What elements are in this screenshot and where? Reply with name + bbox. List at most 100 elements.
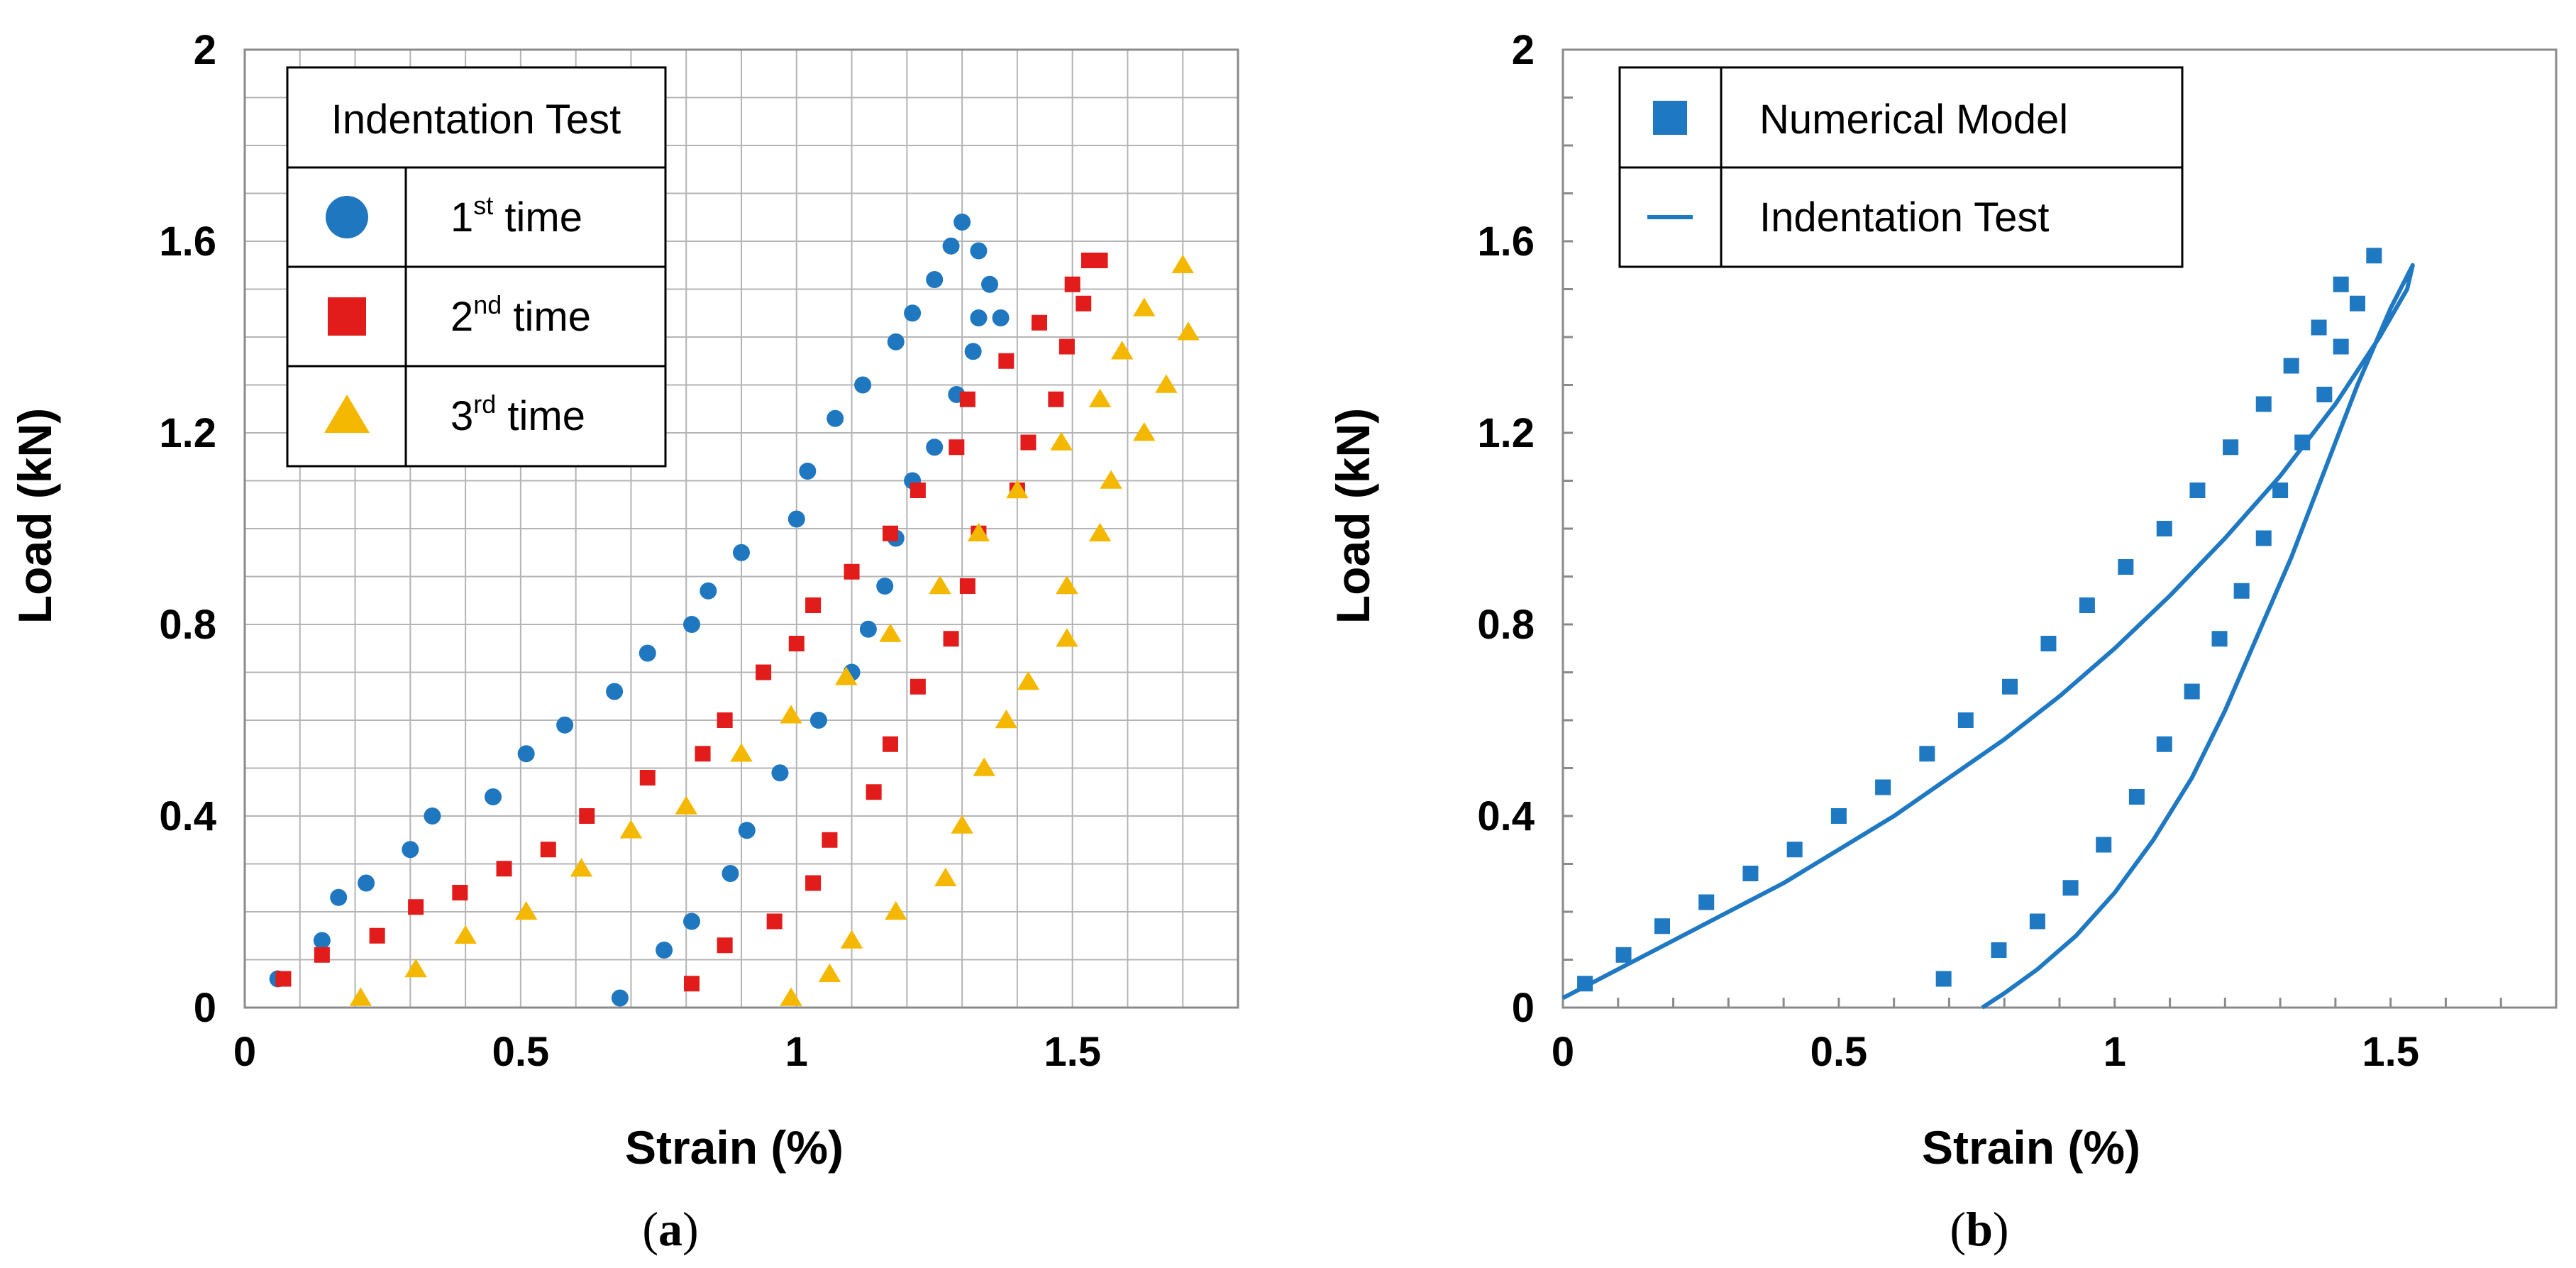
data-point-2nd-time bbox=[1076, 295, 1092, 312]
legend-label-superscript: rd bbox=[473, 390, 496, 419]
data-point-1st-time bbox=[904, 304, 922, 322]
data-point-2nd-time bbox=[910, 483, 926, 498]
data-point-1st-time bbox=[313, 932, 331, 949]
data-point-1st-time bbox=[953, 214, 971, 231]
data-points bbox=[1577, 248, 2382, 992]
data-point-1st-time bbox=[517, 745, 535, 763]
data-point-3rd-time bbox=[1056, 575, 1078, 595]
data-point-numerical-model bbox=[2294, 434, 2311, 451]
data-point-2nd-time bbox=[452, 885, 468, 900]
data-point-numerical-model bbox=[2211, 631, 2228, 647]
data-point-1st-time bbox=[330, 888, 348, 906]
data-point-numerical-model bbox=[1875, 779, 1891, 795]
legend-label-superscript: nd bbox=[473, 290, 502, 319]
x-tick-labels: 0 0.5 1 1.5 bbox=[1552, 998, 2502, 1075]
data-point-2nd-time bbox=[275, 971, 292, 987]
data-point-1st-time bbox=[981, 275, 998, 293]
legend-label-suffix: time bbox=[493, 194, 582, 241]
data-point-numerical-model bbox=[2333, 276, 2349, 292]
legend-label-number: 2 bbox=[450, 294, 473, 340]
data-point-1st-time bbox=[738, 822, 756, 839]
data-point-numerical-model bbox=[2223, 439, 2239, 456]
data-point-numerical-model bbox=[2118, 559, 2134, 575]
panel-letter: a bbox=[658, 1202, 682, 1256]
data-point-3rd-time bbox=[835, 666, 858, 685]
data-point-3rd-time bbox=[879, 623, 902, 642]
data-point-3rd-time bbox=[349, 987, 372, 1006]
series-line-indentation-test bbox=[1561, 263, 2415, 1010]
legend-label-suffix: time bbox=[496, 393, 585, 439]
data-point-numerical-model bbox=[1615, 947, 1632, 963]
legend-label-1st-time: 1st time bbox=[450, 191, 582, 241]
data-point-2nd-time bbox=[883, 736, 898, 752]
data-point-1st-time bbox=[639, 644, 656, 662]
data-point-numerical-model bbox=[1991, 942, 2007, 958]
x-tick-label: 0 bbox=[233, 1029, 256, 1075]
data-point-numerical-model bbox=[2311, 319, 2327, 336]
data-point-2nd-time bbox=[1020, 434, 1037, 451]
legend-circle-marker bbox=[326, 196, 368, 238]
data-point-3rd-time bbox=[934, 867, 957, 886]
data-point-1st-time bbox=[722, 865, 739, 882]
legend-label-indentation-test: Indentation Test bbox=[1759, 194, 2049, 241]
x-tick-label: 0 bbox=[1552, 1029, 1574, 1075]
data-point-3rd-time bbox=[885, 901, 907, 920]
data-point-2nd-time bbox=[408, 899, 424, 915]
x-tick-label: 1 bbox=[2104, 1029, 2126, 1075]
data-point-numerical-model bbox=[2079, 597, 2095, 613]
y-tick-label: 0 bbox=[194, 985, 216, 1031]
data-point-2nd-time bbox=[684, 976, 700, 992]
y-tick-label: 0 bbox=[1512, 985, 1535, 1031]
data-point-3rd-time bbox=[1088, 522, 1112, 541]
data-point-2nd-time bbox=[540, 842, 556, 858]
data-point-3rd-time bbox=[570, 858, 593, 877]
legend-square-marker bbox=[328, 297, 366, 336]
data-point-3rd-time bbox=[1110, 341, 1134, 360]
data-point-3rd-time bbox=[675, 795, 697, 815]
y-axis-label: Load (kN) bbox=[1327, 408, 1379, 624]
data-point-1st-time bbox=[992, 309, 1010, 326]
data-point-2nd-time bbox=[805, 875, 822, 891]
data-point-2nd-time bbox=[805, 597, 822, 613]
data-point-1st-time bbox=[656, 942, 673, 959]
data-point-3rd-time bbox=[404, 959, 427, 978]
data-point-3rd-time bbox=[1171, 254, 1194, 273]
data-point-1st-time bbox=[606, 683, 624, 700]
data-point-numerical-model bbox=[2366, 248, 2382, 264]
data-point-1st-time bbox=[683, 616, 700, 633]
data-point-1st-time bbox=[700, 582, 717, 600]
data-point-1st-time bbox=[358, 874, 375, 892]
data-point-1st-time bbox=[611, 989, 629, 1007]
x-tick-label: 1 bbox=[785, 1029, 808, 1075]
legend-label-superscript: st bbox=[473, 191, 493, 220]
data-point-2nd-time bbox=[998, 353, 1015, 369]
data-point-1st-time bbox=[485, 788, 502, 805]
x-tick-label: 0.5 bbox=[1811, 1029, 1868, 1075]
data-point-3rd-time bbox=[967, 522, 990, 541]
y-tick-label: 1.2 bbox=[1477, 410, 1535, 456]
plot-frame bbox=[243, 48, 1239, 1009]
data-point-numerical-model bbox=[2156, 521, 2172, 536]
data-point-3rd-time bbox=[514, 901, 538, 920]
data-point-3rd-time bbox=[1050, 431, 1073, 451]
legend-label-3rd-time: 3rd time bbox=[450, 390, 585, 439]
panel-label-b: (b) bbox=[1950, 1202, 2008, 1256]
x-axis-label: Strain (%) bbox=[1922, 1121, 2140, 1174]
data-point-2nd-time bbox=[579, 808, 595, 824]
legend-label-numerical-model: Numerical Model bbox=[1759, 97, 2068, 143]
data-point-numerical-model bbox=[1830, 808, 1847, 824]
data-point-numerical-model bbox=[2062, 880, 2079, 896]
legend-label-number: 1 bbox=[450, 194, 473, 241]
data-point-2nd-time bbox=[639, 770, 656, 785]
data-point-1st-time bbox=[683, 913, 700, 930]
data-point-1st-time bbox=[926, 439, 944, 456]
x-tick-label: 0.5 bbox=[492, 1029, 550, 1075]
legend-label-suffix: time bbox=[502, 294, 591, 340]
data-point-numerical-model bbox=[2096, 837, 2112, 853]
data-point-3rd-time bbox=[619, 820, 643, 839]
data-point-3rd-time bbox=[818, 963, 841, 982]
y-tick-label: 0.8 bbox=[159, 602, 216, 648]
data-point-3rd-time bbox=[1088, 388, 1112, 407]
